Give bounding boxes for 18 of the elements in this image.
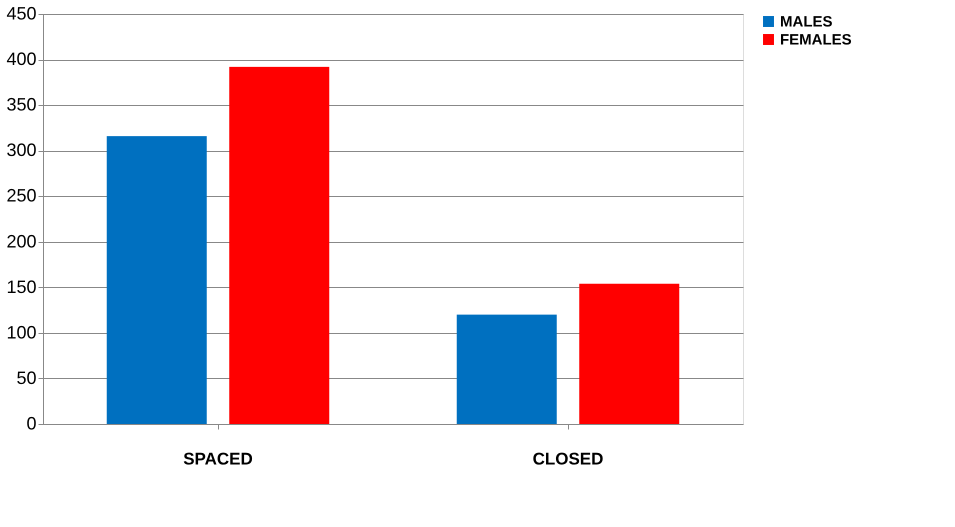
- x-tick-label: SPACED: [183, 450, 253, 468]
- y-tick-label: 350: [6, 94, 36, 115]
- y-tick-label: 0: [26, 414, 36, 434]
- bar: [229, 66, 330, 424]
- legend-label: FEMALES: [780, 32, 852, 48]
- x-tick-label: CLOSED: [532, 450, 604, 468]
- legend-label: MALES: [780, 14, 832, 30]
- y-tick-label: 200: [6, 231, 36, 252]
- bar: [579, 284, 680, 424]
- y-tick-label: 400: [6, 49, 36, 70]
- y-tick-label: 150: [6, 276, 36, 297]
- y-tick-label: 100: [6, 322, 36, 342]
- y-tick-label: 300: [6, 140, 36, 160]
- y-tick-label: 50: [16, 368, 36, 388]
- y-tick-label: 250: [6, 186, 36, 206]
- y-tick-label: 450: [6, 4, 36, 24]
- bar: [106, 136, 207, 424]
- bar: [456, 314, 557, 424]
